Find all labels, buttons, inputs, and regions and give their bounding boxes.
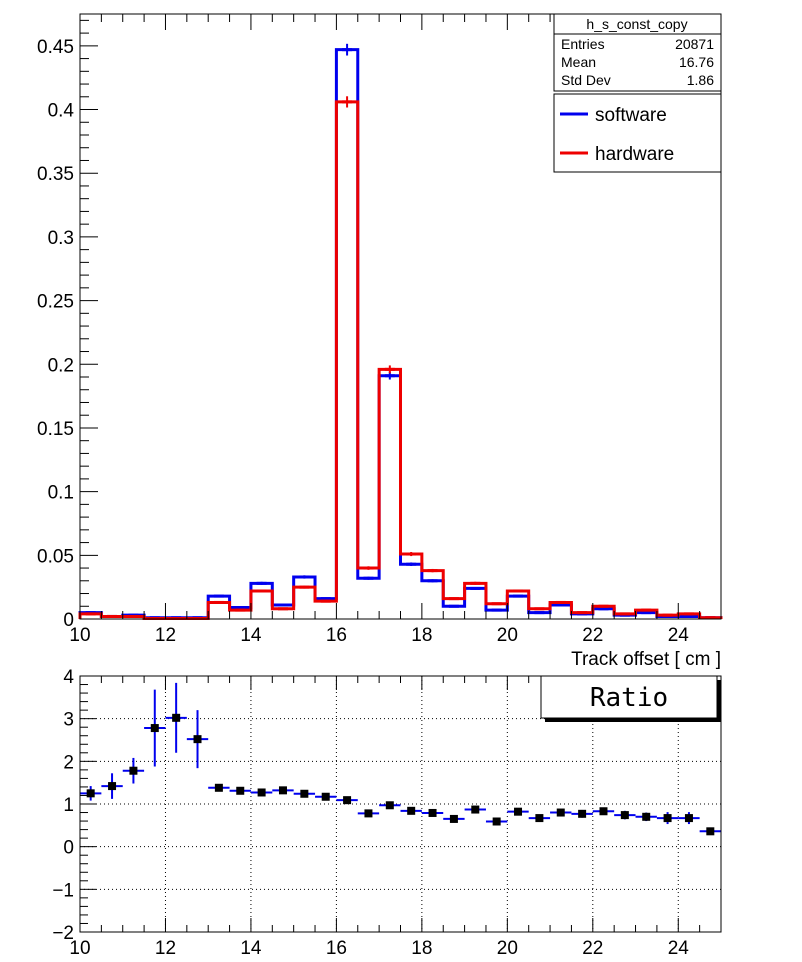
stats-entries-label: Entries bbox=[561, 36, 605, 52]
stats-stddev-label: Std Dev bbox=[561, 72, 611, 88]
legend-software-label: software bbox=[595, 105, 667, 126]
ratio-point-marker bbox=[535, 814, 544, 823]
ratio-point-marker bbox=[471, 805, 480, 814]
upper-x-tick-label: 14 bbox=[240, 625, 262, 646]
lower-y-tick-label: −1 bbox=[52, 880, 74, 901]
ratio-point-marker bbox=[364, 809, 373, 818]
ratio-point-marker bbox=[620, 811, 629, 820]
ratio-point-marker bbox=[492, 817, 501, 826]
upper-y-tick-label: 0.25 bbox=[37, 292, 74, 313]
stats-mean-label: Mean bbox=[561, 54, 596, 70]
upper-x-tick-label: 16 bbox=[326, 625, 347, 646]
upper-x-tick-label: 12 bbox=[155, 625, 176, 646]
legend-frame bbox=[553, 93, 722, 173]
ratio-point-marker bbox=[278, 786, 287, 795]
lower-grid bbox=[80, 676, 721, 932]
stats-box-title: h_s_const_copy bbox=[586, 16, 687, 32]
ratio-point-marker bbox=[556, 808, 565, 817]
upper-y-tick-label: 0.3 bbox=[48, 228, 74, 249]
upper-y-tick-label: 0.4 bbox=[48, 101, 75, 122]
ratio-point-marker bbox=[599, 807, 608, 816]
upper-y-tick-label: 0 bbox=[63, 610, 74, 631]
lower-y-tick-label: 4 bbox=[63, 667, 74, 688]
lower-x-tick-label: 10 bbox=[69, 938, 90, 959]
ratio-point-marker bbox=[214, 783, 223, 792]
ratio-point-marker bbox=[172, 713, 181, 722]
upper-y-tick-label: 0.2 bbox=[48, 355, 74, 376]
ratio-point-marker bbox=[578, 809, 587, 818]
stats-box-frame bbox=[553, 13, 722, 92]
ratio-title-box: Ratio bbox=[540, 675, 721, 722]
upper-x-tick-label: 10 bbox=[69, 625, 90, 646]
ratio-point-marker bbox=[642, 812, 651, 821]
lower-series-layer bbox=[80, 682, 721, 836]
ratio-point-marker bbox=[300, 789, 309, 798]
lower-x-tick-label: 20 bbox=[497, 938, 518, 959]
lower-x-tick-label: 18 bbox=[411, 938, 432, 959]
upper-series-layer bbox=[78, 43, 723, 620]
ratio-title: Ratio bbox=[590, 683, 668, 713]
x-axis-title: Track offset [ cm ] bbox=[571, 649, 721, 670]
ratio-point-marker bbox=[321, 792, 330, 801]
upper-x-tick-label: 22 bbox=[582, 625, 603, 646]
lower-y-tick-label: 3 bbox=[63, 710, 74, 731]
upper-x-tick-label: 24 bbox=[668, 625, 690, 646]
lower-y-tick-label: 1 bbox=[63, 795, 74, 816]
ratio-point-marker bbox=[86, 789, 95, 798]
lower-x-tick-label: 22 bbox=[582, 938, 603, 959]
upper-x-tick-label: 18 bbox=[411, 625, 432, 646]
lower-x-tick-label: 24 bbox=[668, 938, 690, 959]
ratio-point-marker bbox=[684, 814, 693, 823]
lower-x-tick-label: 12 bbox=[155, 938, 176, 959]
legend-hardware-label: hardware bbox=[595, 144, 674, 165]
ratio-point-marker bbox=[343, 796, 352, 805]
ratio-point-marker bbox=[449, 814, 458, 823]
stats-entries-value: 20871 bbox=[675, 36, 714, 52]
ratio-point-marker bbox=[514, 807, 523, 816]
ratio-point-marker bbox=[193, 735, 202, 744]
lower-x-tick-label: 14 bbox=[240, 938, 262, 959]
upper-y-tick-label: 0.35 bbox=[37, 164, 74, 185]
ratio-point-marker bbox=[407, 806, 416, 815]
ratio-point-marker bbox=[428, 808, 437, 817]
ratio-point-marker bbox=[150, 724, 159, 733]
ratio-point-marker bbox=[129, 766, 138, 775]
lower-y-tick-label: 0 bbox=[63, 838, 74, 859]
ratio-point-marker bbox=[257, 788, 266, 797]
upper-x-tick-label: 20 bbox=[497, 625, 518, 646]
upper-y-tick-label: 0.05 bbox=[37, 546, 74, 567]
ratio-title-frame bbox=[540, 675, 718, 719]
lower-x-tick-label: 16 bbox=[326, 938, 347, 959]
lower-y-tick-label: −2 bbox=[52, 923, 74, 944]
upper-y-tick-label: 0.1 bbox=[48, 483, 74, 504]
upper-y-tick-label: 0.15 bbox=[37, 419, 74, 440]
ratio-point-marker bbox=[236, 786, 245, 795]
stats-stddev-value: 1.86 bbox=[687, 72, 714, 88]
lower-y-tick-label: 2 bbox=[63, 752, 74, 773]
ratio-point-marker bbox=[663, 814, 672, 823]
ratio-point-marker bbox=[706, 827, 715, 836]
legend: software hardware bbox=[553, 93, 722, 173]
upper-histogram-pad: 10 12 14 16 18 20 22 24 0 0.05 0.1 0.15 0.2 0.25 0.3 0.… bbox=[37, 13, 723, 670]
ratio-point-marker bbox=[385, 801, 394, 810]
stats-mean-value: 16.76 bbox=[679, 54, 714, 70]
stats-box: h_s_const_copy Entries 20871 Mean 16.76 … bbox=[553, 13, 722, 92]
upper-y-tick-label: 0.45 bbox=[37, 37, 74, 58]
ratio-point-marker bbox=[108, 782, 117, 791]
